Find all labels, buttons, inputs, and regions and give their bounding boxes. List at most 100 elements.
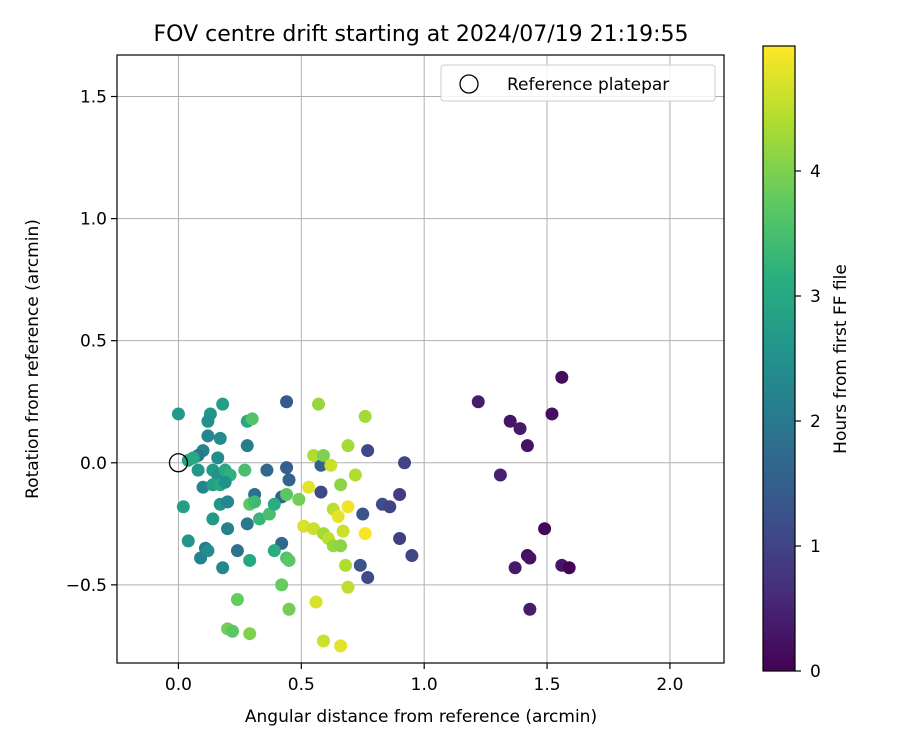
y-tick-label: 0.5 [80,332,107,352]
colorbar-tick-label: 3 [810,287,821,307]
data-point [201,414,215,428]
data-point [201,429,215,443]
data-point [334,639,348,653]
data-point [307,522,321,536]
data-point [292,492,306,506]
grid [117,55,724,663]
data-point [339,558,353,572]
reference-platepar-marker [168,453,189,473]
y-axis-ticks: −0.5 0.0 0.5 1.0 1.5 [66,88,117,596]
y-tick-label: 1.5 [80,88,107,108]
data-point [297,519,311,533]
data-point [356,507,370,521]
data-point [302,480,316,494]
data-point [230,593,244,607]
x-axis-ticks: 0.0 0.5 1.0 1.5 2.0 [165,663,683,695]
legend-reference-marker [459,74,479,94]
data-point [186,451,200,465]
data-point [471,395,485,409]
legend-box [440,64,716,102]
data-point [243,627,257,641]
data-point [513,422,527,436]
x-tick-label: 2.0 [656,675,683,695]
data-point [181,534,195,548]
colorbar [762,45,796,672]
data-point [309,595,323,609]
data-point [282,602,296,616]
data-point [216,561,230,575]
data-point [503,414,517,428]
x-tick-label: 0.0 [165,675,192,695]
data-point [493,468,507,482]
data-point [353,558,367,572]
data-point [331,509,345,523]
colorbar-label: Hours from first FF file [831,264,851,454]
data-point [523,602,537,616]
data-point [361,444,375,458]
data-point [361,571,375,585]
data-point [334,478,348,492]
legend-entry-reference-platepar: Reference platepar [507,75,669,95]
data-point [358,527,372,541]
legend: Reference platepar [440,64,716,102]
data-point [245,412,259,426]
data-point [196,480,210,494]
data-point [253,512,267,526]
data-point [341,580,355,594]
data-point [341,439,355,453]
data-point [393,531,407,545]
data-point [267,497,281,511]
data-point [211,451,225,465]
data-point [280,488,294,502]
data-point [555,370,569,384]
y-tick-label: 1.0 [80,210,107,230]
data-point [316,634,330,648]
data-point [262,507,276,521]
data-point [206,512,220,526]
data-point [213,431,227,445]
plot-frame [116,54,725,664]
colorbar-ticks: 0 1 2 3 4 [795,162,821,682]
data-point [393,488,407,502]
data-point [280,461,294,475]
x-tick-label: 0.5 [288,675,315,695]
data-point [545,407,559,421]
data-point [383,500,397,514]
data-point [176,500,190,514]
data-point [282,553,296,567]
data-point [240,439,254,453]
colorbar-tick-label: 1 [810,537,821,557]
data-point [520,439,534,453]
data-point [341,500,355,514]
data-point [191,463,205,477]
data-point [201,544,215,558]
data-point [508,561,522,575]
data-point [314,485,328,499]
data-point [316,448,330,462]
chart-title: FOV centre drift starting at 2024/07/19 … [154,22,689,47]
y-tick-label: 0.0 [80,454,107,474]
data-point [238,463,252,477]
colorbar-tick-label: 0 [810,662,821,682]
data-point [280,395,294,409]
data-point [562,561,576,575]
data-point [171,407,185,421]
colorbar-tick-label: 4 [810,162,821,182]
data-point [226,624,240,638]
data-point [314,458,328,472]
data-point [221,522,235,536]
data-points [171,370,576,653]
x-tick-label: 1.5 [534,675,561,695]
data-point [324,458,338,472]
data-point [221,495,235,509]
data-point [348,468,362,482]
data-point [307,448,321,462]
colorbar-tick-label: 2 [810,412,821,432]
data-point [230,544,244,558]
data-point [398,456,412,470]
data-point [358,409,372,423]
x-axis-label: Angular distance from reference (arcmin) [245,707,597,727]
data-point [248,495,262,509]
y-axis-label: Rotation from reference (arcmin) [23,219,43,499]
